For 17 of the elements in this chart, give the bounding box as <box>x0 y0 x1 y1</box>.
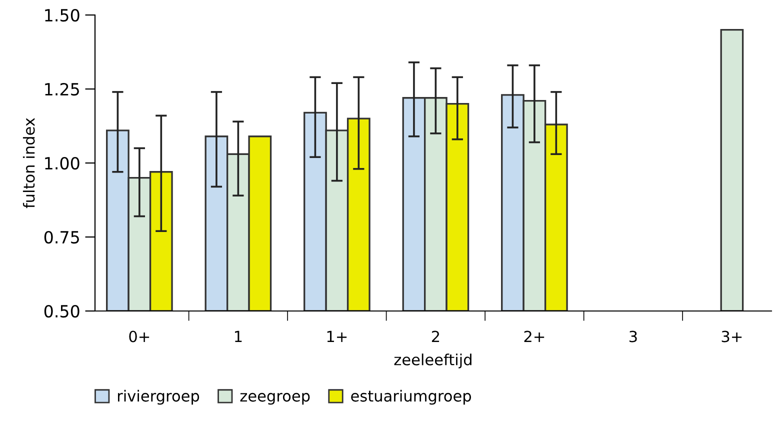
x-tick-label: 3+ <box>722 330 742 342</box>
x-tick-label: 1+ <box>327 330 347 342</box>
y-tick-label: 1.50 <box>45 8 80 22</box>
x-tick-label: 2+ <box>524 330 544 342</box>
x-axis-title: zeeleeftijd <box>394 354 472 368</box>
legend-label: zeegroep <box>240 392 310 405</box>
legend-label: riviergroep <box>118 390 200 405</box>
y-tick-label: 1.00 <box>45 156 80 170</box>
x-tick-label: 3 <box>630 330 637 342</box>
y-tick-label: 0.75 <box>44 230 79 244</box>
legend-label: estuariumgroep <box>351 390 471 405</box>
x-tick-label: 1 <box>235 330 242 342</box>
x-tick-label: 0+ <box>129 330 150 342</box>
y-axis-title: fulton index <box>22 118 35 208</box>
y-tick-label: 0.50 <box>44 304 80 318</box>
y-tick-label: 1.25 <box>45 82 79 96</box>
x-tick-label: 2 <box>432 330 440 342</box>
